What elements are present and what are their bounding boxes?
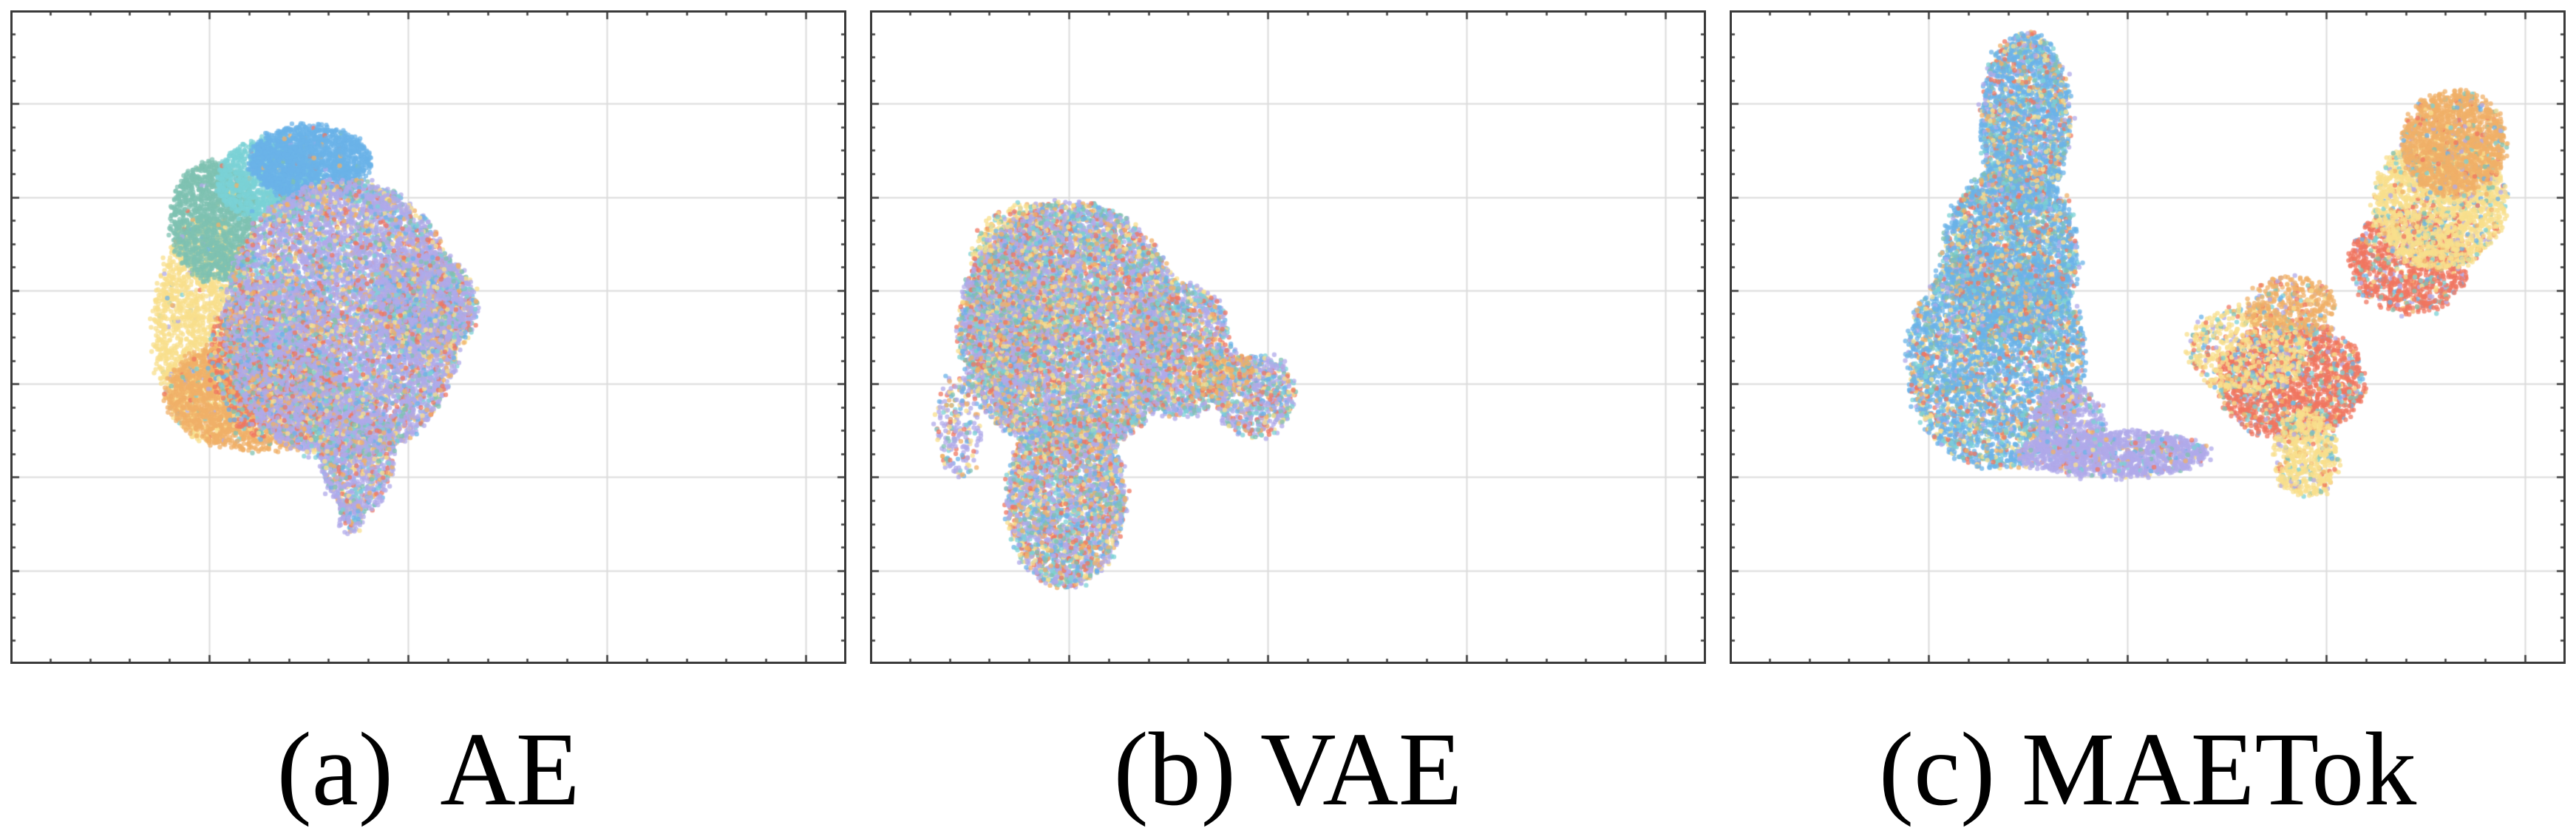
scatter-panel-ae xyxy=(10,10,846,664)
caption-vae: (b) VAE xyxy=(1113,710,1463,827)
scatter-plot-maetok xyxy=(1730,10,2566,664)
scatter-panel-vae xyxy=(870,10,1706,664)
caption-maetok: (c) MAETok xyxy=(1878,710,2417,827)
caption-ae: (a) AE xyxy=(276,710,580,827)
scatter-panel-maetok xyxy=(1730,10,2566,664)
scatter-plot-vae xyxy=(870,10,1706,664)
scatter-plot-ae xyxy=(10,10,846,664)
